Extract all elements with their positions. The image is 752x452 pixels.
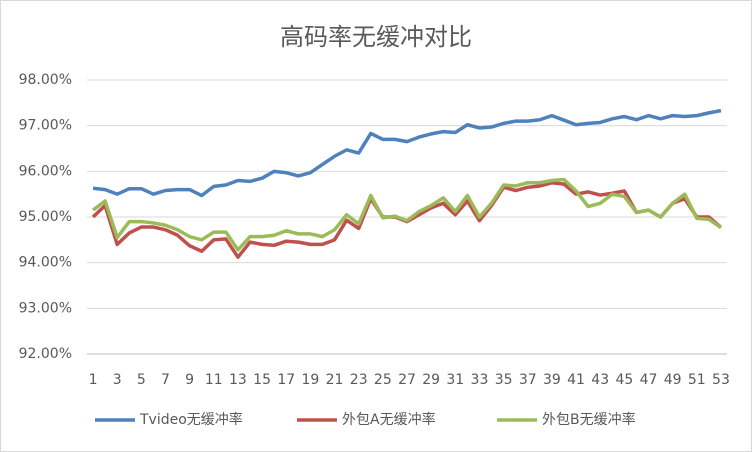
y-tick-label: 96.00%: [19, 163, 72, 179]
x-tick-label: 1: [89, 372, 98, 388]
x-tick-label: 47: [640, 372, 658, 388]
x-tick-label: 23: [350, 372, 368, 388]
x-tick-label: 31: [446, 372, 464, 388]
x-tick-label: 9: [185, 372, 194, 388]
y-tick-label: 94.00%: [19, 255, 72, 271]
y-tick-label: 95.00%: [19, 209, 72, 225]
x-tick-label: 41: [567, 372, 585, 388]
x-tick-label: 15: [253, 372, 271, 388]
x-tick-label: 35: [495, 372, 513, 388]
x-tick-label: 25: [374, 372, 392, 388]
x-tick-label: 27: [398, 372, 416, 388]
x-tick-label: 51: [688, 372, 706, 388]
x-tick-label: 5: [137, 372, 146, 388]
y-tick-label: 92.00%: [19, 346, 72, 362]
x-tick-label: 3: [113, 372, 122, 388]
y-tick-label: 97.00%: [19, 118, 72, 134]
x-tick-label: 39: [543, 372, 561, 388]
chart-title: 高码率无缓冲对比: [280, 23, 472, 51]
x-tick-label: 37: [519, 372, 537, 388]
x-tick-label: 11: [205, 372, 223, 388]
x-tick-label: 17: [277, 372, 295, 388]
x-tick-label: 29: [422, 372, 440, 388]
x-tick-label: 53: [712, 372, 730, 388]
series-line: [91, 177, 722, 252]
x-tick-label: 43: [591, 372, 609, 388]
x-tick-label: 13: [229, 372, 247, 388]
x-tick-label: 7: [161, 372, 170, 388]
legend-label: 外包A无缓冲率: [342, 411, 436, 428]
legend-label: 外包B无缓冲率: [542, 411, 636, 428]
x-tick-label: 49: [664, 372, 682, 388]
y-tick-label: 98.00%: [19, 72, 72, 88]
series-line: [92, 108, 722, 198]
y-tick-label: 93.00%: [19, 300, 72, 316]
legend-label: Tvideo无缓冲率: [139, 411, 243, 428]
x-tick-label: 21: [326, 372, 344, 388]
x-tick-label: 33: [471, 372, 489, 388]
x-tick-label: 19: [301, 372, 319, 388]
x-tick-label: 45: [615, 372, 633, 388]
